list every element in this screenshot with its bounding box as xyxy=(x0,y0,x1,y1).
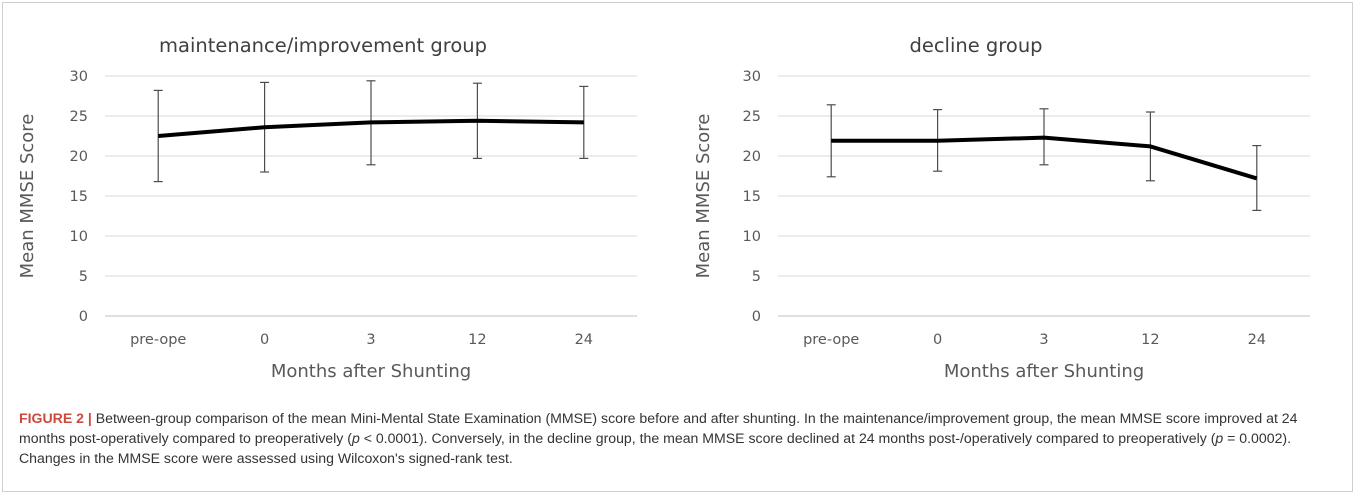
y-tick-label: 20 xyxy=(743,149,761,165)
x-tick-label: 12 xyxy=(1141,332,1159,348)
y-tick-label: 15 xyxy=(743,189,761,205)
chart-maintenance-improvement: maintenance/improvement group 0 5 10 15 20 25 3… xyxy=(17,34,637,382)
caption-text-3: = 0.0002). Changes in the MMSE score wer… xyxy=(19,430,1292,466)
y-tick-label: 25 xyxy=(70,109,88,125)
x-axis-title: Months after Shunting xyxy=(271,361,471,382)
chart-title: decline group xyxy=(909,34,1042,57)
chart-title: maintenance/improvement group xyxy=(159,34,487,57)
caption-p-symbol-1: p xyxy=(351,430,360,446)
y-tick-label: 0 xyxy=(79,309,88,325)
x-tick-label: 24 xyxy=(1248,332,1266,348)
caption-text-1: Between-group comparison of the mean Min… xyxy=(19,410,1298,446)
caption-text-2: < 0.0001). Conversely, in the decline gr… xyxy=(359,430,1216,446)
y-tick-label: 10 xyxy=(743,229,761,245)
x-tick-label: pre-ope xyxy=(803,332,859,348)
y-axis-title: Mean MMSE Score xyxy=(17,114,38,279)
y-tick-label: 5 xyxy=(752,269,761,285)
x-tick-label: 3 xyxy=(366,332,375,348)
caption-p-symbol-2: p xyxy=(1215,430,1224,446)
chart-decline: decline group 0 5 10 15 20 25 30 pre-ope 0 3 12 24 Mo… xyxy=(693,34,1310,382)
figure-caption: FIGURE 2 | Between-group comparison of t… xyxy=(19,408,1337,468)
y-axis-title: Mean MMSE Score xyxy=(693,114,714,279)
y-tick-label: 15 xyxy=(70,189,88,205)
y-tick-label: 30 xyxy=(743,69,761,85)
figure-label: FIGURE 2 | xyxy=(19,410,92,426)
y-tick-label: 25 xyxy=(743,109,761,125)
y-tick-label: 20 xyxy=(70,149,88,165)
y-tick-label: 0 xyxy=(752,309,761,325)
x-tick-label: 24 xyxy=(575,332,593,348)
series-line xyxy=(831,135,1258,181)
y-tick-label: 5 xyxy=(79,269,88,285)
x-tick-label: 3 xyxy=(1039,332,1048,348)
x-tick-label: 0 xyxy=(260,332,269,348)
series-line xyxy=(158,118,584,138)
x-axis-title: Months after Shunting xyxy=(944,361,1144,382)
y-tick-label: 10 xyxy=(70,229,88,245)
x-tick-label: 12 xyxy=(468,332,486,348)
y-tick-label: 30 xyxy=(70,69,88,85)
x-tick-label: pre-ope xyxy=(130,332,186,348)
x-tick-label: 0 xyxy=(933,332,942,348)
